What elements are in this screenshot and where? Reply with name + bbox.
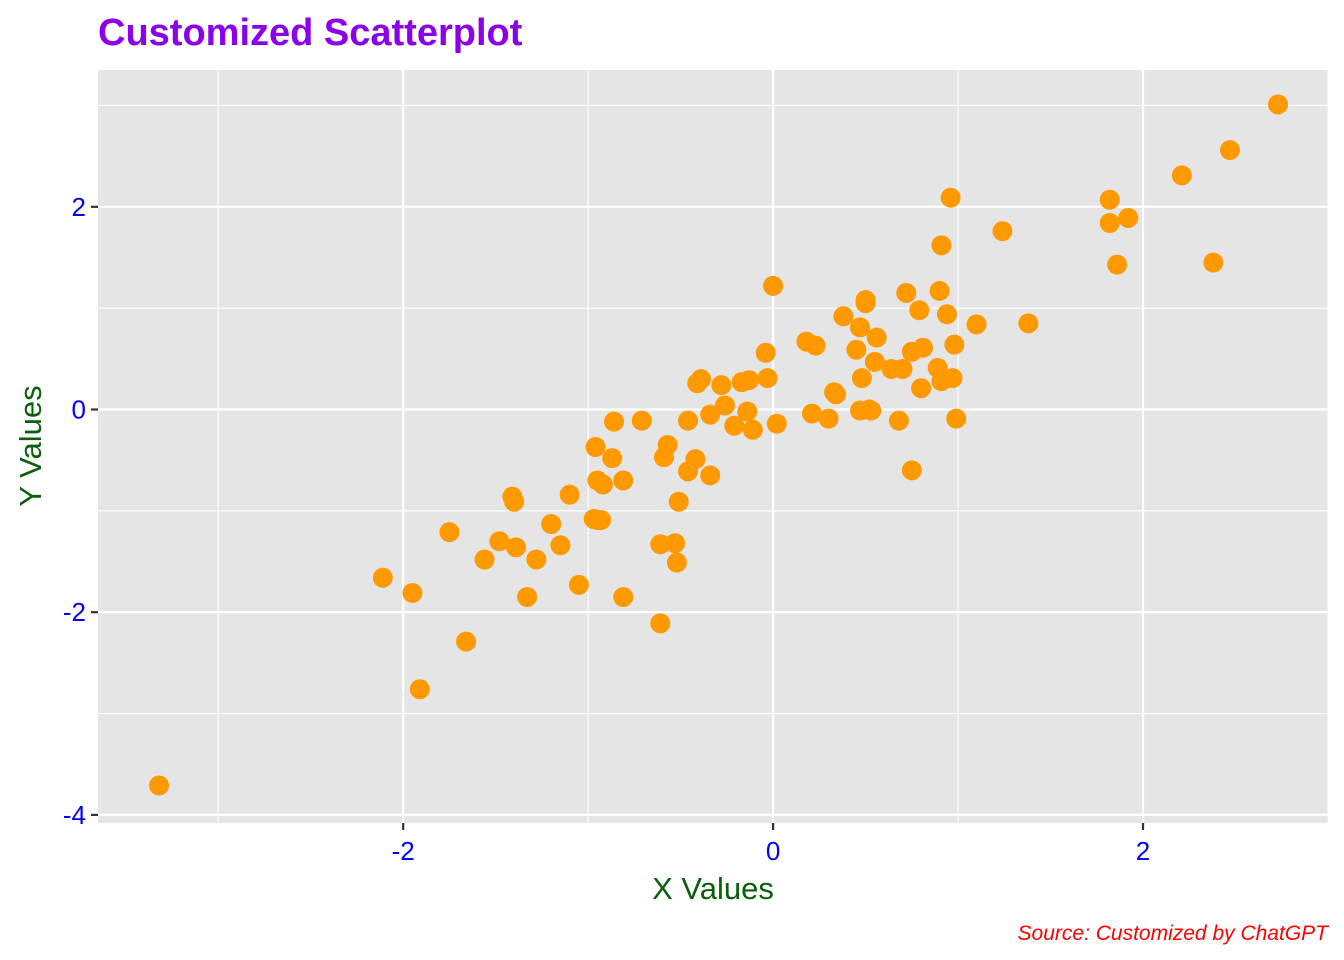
data-point: [739, 370, 760, 391]
data-point: [1118, 207, 1139, 228]
y-axis: -4 -2 0 2: [63, 192, 98, 830]
data-point: [801, 403, 822, 424]
data-point: [489, 531, 510, 552]
data-points: [149, 94, 1289, 796]
data-point: [851, 368, 872, 389]
data-point: [861, 400, 882, 421]
data-point: [559, 484, 580, 505]
data-point: [711, 375, 732, 396]
data-point: [550, 535, 571, 556]
data-point: [888, 410, 909, 431]
data-point: [936, 304, 957, 325]
x-tick-label: 2: [1136, 836, 1150, 866]
data-point: [855, 293, 876, 314]
data-point: [846, 339, 867, 360]
data-point: [665, 533, 686, 554]
data-point: [850, 317, 871, 338]
data-point: [1107, 254, 1128, 275]
data-point: [766, 413, 787, 434]
data-point: [678, 410, 699, 431]
data-point: [568, 574, 589, 595]
data-point: [946, 408, 967, 429]
data-point: [966, 314, 987, 335]
data-point: [1099, 213, 1120, 234]
data-point: [942, 368, 963, 389]
data-point: [1268, 94, 1289, 115]
data-point: [700, 465, 721, 486]
y-tick-label: 2: [72, 192, 86, 222]
data-point: [592, 474, 613, 495]
x-tick-label: 0: [766, 836, 780, 866]
data-point: [755, 342, 776, 363]
data-point: [685, 449, 706, 470]
data-point: [439, 522, 460, 543]
chart-caption: Source: Customized by ChatGPT: [1018, 922, 1331, 945]
data-point: [474, 549, 495, 570]
data-point: [604, 411, 625, 432]
data-point: [757, 368, 778, 389]
data-point: [402, 582, 423, 603]
data-point: [504, 491, 525, 512]
data-point: [602, 448, 623, 469]
y-tick-label: 0: [72, 395, 86, 425]
data-point: [1099, 189, 1120, 210]
data-point: [1018, 313, 1039, 334]
data-point: [901, 460, 922, 481]
data-point: [666, 552, 687, 573]
data-point: [805, 335, 826, 356]
data-point: [892, 358, 913, 379]
data-point: [763, 275, 784, 296]
x-axis: -2 0 2: [392, 823, 1150, 866]
data-point: [1219, 140, 1240, 161]
x-tick-label: -2: [392, 836, 415, 866]
data-point: [372, 567, 393, 588]
y-axis-title: Y Values: [13, 385, 48, 506]
data-point: [668, 491, 689, 512]
data-point: [456, 631, 477, 652]
data-point: [896, 282, 917, 303]
data-point: [912, 337, 933, 358]
data-point: [585, 437, 606, 458]
data-point: [864, 351, 885, 372]
data-point: [1171, 165, 1192, 186]
data-point: [591, 509, 612, 530]
data-point: [715, 395, 736, 416]
data-point: [742, 419, 763, 440]
data-point: [541, 514, 562, 535]
data-point: [690, 369, 711, 390]
data-point: [1203, 252, 1224, 273]
data-point: [818, 408, 839, 429]
data-point: [929, 280, 950, 301]
data-point: [737, 401, 758, 422]
data-point: [992, 221, 1013, 242]
data-point: [650, 613, 671, 634]
data-point: [940, 187, 961, 208]
chart-title: Customized Scatterplot: [98, 12, 523, 54]
data-point: [631, 410, 652, 431]
x-axis-title: X Values: [652, 871, 774, 906]
data-point: [931, 235, 952, 256]
data-point: [613, 470, 634, 491]
data-point: [909, 300, 930, 321]
data-point: [724, 415, 745, 436]
y-tick-label: -2: [63, 597, 86, 627]
data-point: [826, 384, 846, 405]
data-point: [149, 775, 170, 796]
data-point: [526, 549, 547, 570]
data-point: [700, 404, 721, 425]
data-point: [866, 327, 887, 348]
y-tick-label: -4: [63, 800, 86, 830]
data-point: [944, 334, 965, 355]
data-point: [657, 434, 678, 455]
data-point: [911, 378, 932, 399]
plot-panel: [98, 70, 1328, 823]
data-point: [517, 586, 538, 607]
data-point: [409, 679, 430, 700]
data-point: [506, 537, 527, 558]
data-point: [650, 534, 671, 555]
data-point: [613, 586, 634, 607]
data-point: [833, 306, 854, 327]
